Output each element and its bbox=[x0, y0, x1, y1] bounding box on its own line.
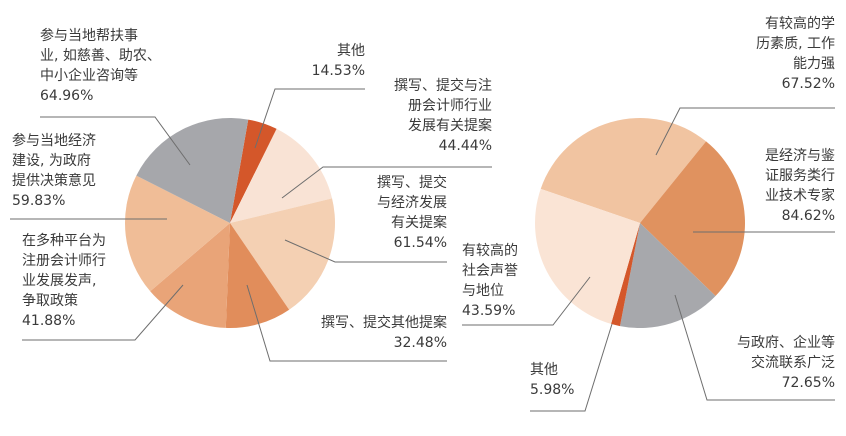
slice-category-label: 有关提案 bbox=[391, 214, 447, 231]
slice-value-label: 32.48% bbox=[394, 335, 447, 351]
slice-category-label: 建设, 为政府 bbox=[12, 153, 91, 169]
slice-value-label: 64.96% bbox=[40, 88, 93, 104]
slice-category-label: 其他 bbox=[530, 362, 558, 378]
leader-line bbox=[254, 88, 365, 149]
slice-category-label: 参与当地经济 bbox=[12, 132, 96, 149]
slice-category-label: 与政府、企业等 bbox=[737, 334, 835, 351]
slice-category-label: 撰写、提交其他提案 bbox=[321, 314, 447, 331]
slice-category-label: 注册会计师行 bbox=[22, 253, 106, 269]
slice-category-label: 与地位 bbox=[462, 283, 504, 299]
slice-category-label: 在多种平台为 bbox=[22, 232, 106, 249]
slice-category-label: 发展有关提案 bbox=[408, 117, 492, 134]
slice-value-label: 44.44% bbox=[439, 138, 492, 154]
slice-category-label: 交流联系广泛 bbox=[751, 354, 835, 371]
slice-category-label: 提供决策意见 bbox=[12, 172, 96, 189]
slice-value-label: 59.83% bbox=[12, 193, 65, 209]
slice-value-label: 84.62% bbox=[782, 208, 835, 224]
pie-slice bbox=[619, 223, 716, 329]
slice-category-label: 中小企业咨询等 bbox=[40, 67, 138, 84]
pie-slice bbox=[225, 223, 290, 328]
pie-slice bbox=[230, 198, 335, 310]
leader-line bbox=[674, 294, 835, 401]
slice-category-label: 参与当地帮扶事 bbox=[40, 27, 138, 44]
slice-value-label: 5.98% bbox=[530, 382, 574, 398]
leader-line bbox=[462, 276, 591, 326]
slice-category-label: 其他 bbox=[337, 43, 365, 59]
pie-slice bbox=[230, 128, 333, 223]
slice-value-label: 43.59% bbox=[462, 303, 515, 319]
leader-line bbox=[284, 239, 447, 263]
pie-slice bbox=[540, 117, 707, 223]
pie-slice bbox=[136, 118, 249, 223]
slice-category-label: 能力强 bbox=[793, 56, 835, 72]
leader-line bbox=[22, 284, 184, 341]
slice-category-label: 撰写、提交 bbox=[377, 174, 447, 191]
slice-category-label: 有较高的 bbox=[462, 242, 518, 259]
slice-value-label: 61.54% bbox=[394, 235, 447, 251]
slice-category-label: 撰写、提交与注 bbox=[394, 77, 492, 94]
slice-value-label: 67.52% bbox=[782, 76, 835, 92]
pie-slice bbox=[230, 119, 277, 223]
leader-line bbox=[246, 284, 447, 362]
slice-category-label: 争取政策 bbox=[22, 292, 78, 309]
slice-value-label: 41.88% bbox=[22, 313, 75, 329]
slice-category-label: 业发展发声, bbox=[22, 273, 96, 289]
leader-line bbox=[281, 166, 492, 199]
slice-category-label: 证服务类行 bbox=[765, 168, 835, 184]
leader-line bbox=[655, 107, 835, 156]
slice-category-label: 业, 如慈善、助农、 bbox=[40, 48, 161, 64]
pie-slice bbox=[640, 141, 745, 296]
pie-slice bbox=[611, 223, 640, 327]
pie-slice bbox=[125, 175, 230, 292]
slice-category-label: 社会声誉 bbox=[462, 263, 518, 279]
pie-slice bbox=[534, 188, 640, 324]
leader-line bbox=[40, 116, 191, 166]
pie-slice bbox=[150, 223, 230, 328]
leader-line bbox=[530, 323, 613, 412]
slice-value-label: 14.53% bbox=[312, 63, 365, 79]
slice-category-label: 与经济发展 bbox=[377, 195, 447, 211]
slice-category-label: 有较高的学 bbox=[765, 15, 835, 32]
slice-category-label: 是经济与鉴 bbox=[765, 148, 835, 164]
slice-category-label: 业技术专家 bbox=[765, 187, 835, 204]
slice-category-label: 册会计师行业 bbox=[408, 98, 492, 114]
slice-category-label: 历素质, 工作 bbox=[756, 36, 835, 52]
slice-value-label: 72.65% bbox=[782, 375, 835, 391]
